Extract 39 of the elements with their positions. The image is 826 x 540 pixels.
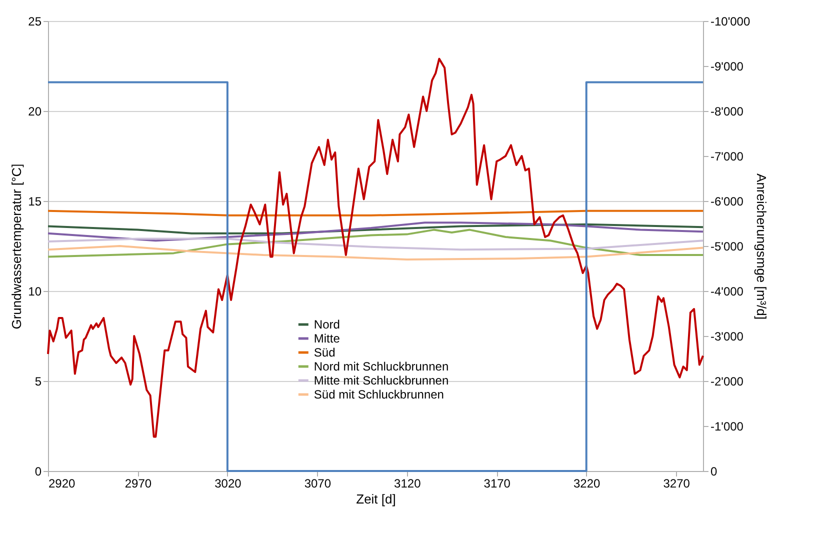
y-tick-label: 5 xyxy=(34,374,42,388)
y-tick-label: 25 xyxy=(28,14,42,28)
y-tick-label: 15 xyxy=(28,194,42,208)
x-tick-label: 2970 xyxy=(124,476,152,490)
y2-tick-label: -9'000 xyxy=(710,60,744,74)
line-series xyxy=(47,238,704,251)
x-tick-label: 3270 xyxy=(663,476,690,490)
x-tick-label: 3120 xyxy=(394,476,422,490)
y2-tick-label: 0 xyxy=(710,464,718,478)
y2-tick-label: -10'000 xyxy=(710,14,750,28)
legend-label: Süd xyxy=(314,346,336,360)
legend-label: Nord mit Schluckbrunnen xyxy=(314,360,449,374)
y-tick-label: 20 xyxy=(28,104,42,118)
y-tick-label: 0 xyxy=(34,464,42,478)
y2-tick-label: -1'000 xyxy=(710,420,744,434)
x-tick-label: 3020 xyxy=(214,476,242,490)
legend-label: Mitte mit Schluckbrunnen xyxy=(314,374,449,388)
y-tick-label: 10 xyxy=(28,284,42,298)
y-axis-title: Grundwassertemperatur [°C] xyxy=(9,164,24,330)
y2-axis-title: Anreicherungsmge [m³/d] xyxy=(754,174,770,320)
y2-tick-label: -4'000 xyxy=(710,284,744,298)
y2-tick-label: -8'000 xyxy=(710,104,744,118)
line-series xyxy=(47,228,704,258)
y2-tick-label: -6'000 xyxy=(710,194,744,208)
x-axis-title: Zeit [d] xyxy=(356,492,396,506)
y2-tick-label: -7'000 xyxy=(710,150,744,164)
line-series xyxy=(47,222,704,242)
x-tick-label: 3170 xyxy=(484,476,511,490)
x-tick-label: 3220 xyxy=(574,476,601,490)
line-series xyxy=(47,245,704,260)
x-tick-label: 2920 xyxy=(48,476,76,490)
y2-tick-label: -5'000 xyxy=(710,240,744,254)
line-series xyxy=(47,223,704,234)
y2-tick-label: -3'000 xyxy=(710,330,744,344)
x-tick-label: 3070 xyxy=(304,476,332,490)
legend-label: Nord xyxy=(314,318,340,332)
legend-label: Süd mit Schluckbrunnen xyxy=(314,388,444,402)
legend-label: Mitte xyxy=(314,332,340,346)
y2-tick-label: -2'000 xyxy=(710,374,744,388)
